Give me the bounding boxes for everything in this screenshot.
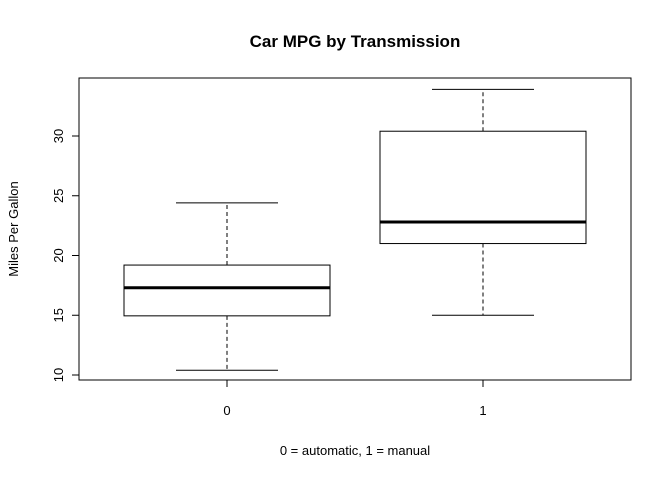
- y-tick-label: 20: [51, 248, 66, 262]
- box-group: [123, 202, 331, 371]
- y-tick-label: 15: [51, 308, 66, 322]
- y-tick-label: 25: [51, 189, 66, 203]
- y-axis: 10 15 20 25 30: [51, 129, 80, 382]
- iqr-box: [379, 130, 587, 245]
- box-series: [123, 88, 587, 371]
- chart-title: Car MPG by Transmission: [250, 32, 461, 51]
- x-axis-label: 0 = automatic, 1 = manual: [280, 443, 430, 458]
- x-tick-label: 0: [223, 403, 230, 418]
- box-group: [379, 88, 587, 316]
- x-tick-label: 1: [479, 403, 486, 418]
- iqr-box: [123, 264, 331, 317]
- y-tick-label: 10: [51, 368, 66, 382]
- y-tick-label: 30: [51, 129, 66, 143]
- y-axis-label: Miles Per Gallon: [6, 181, 21, 276]
